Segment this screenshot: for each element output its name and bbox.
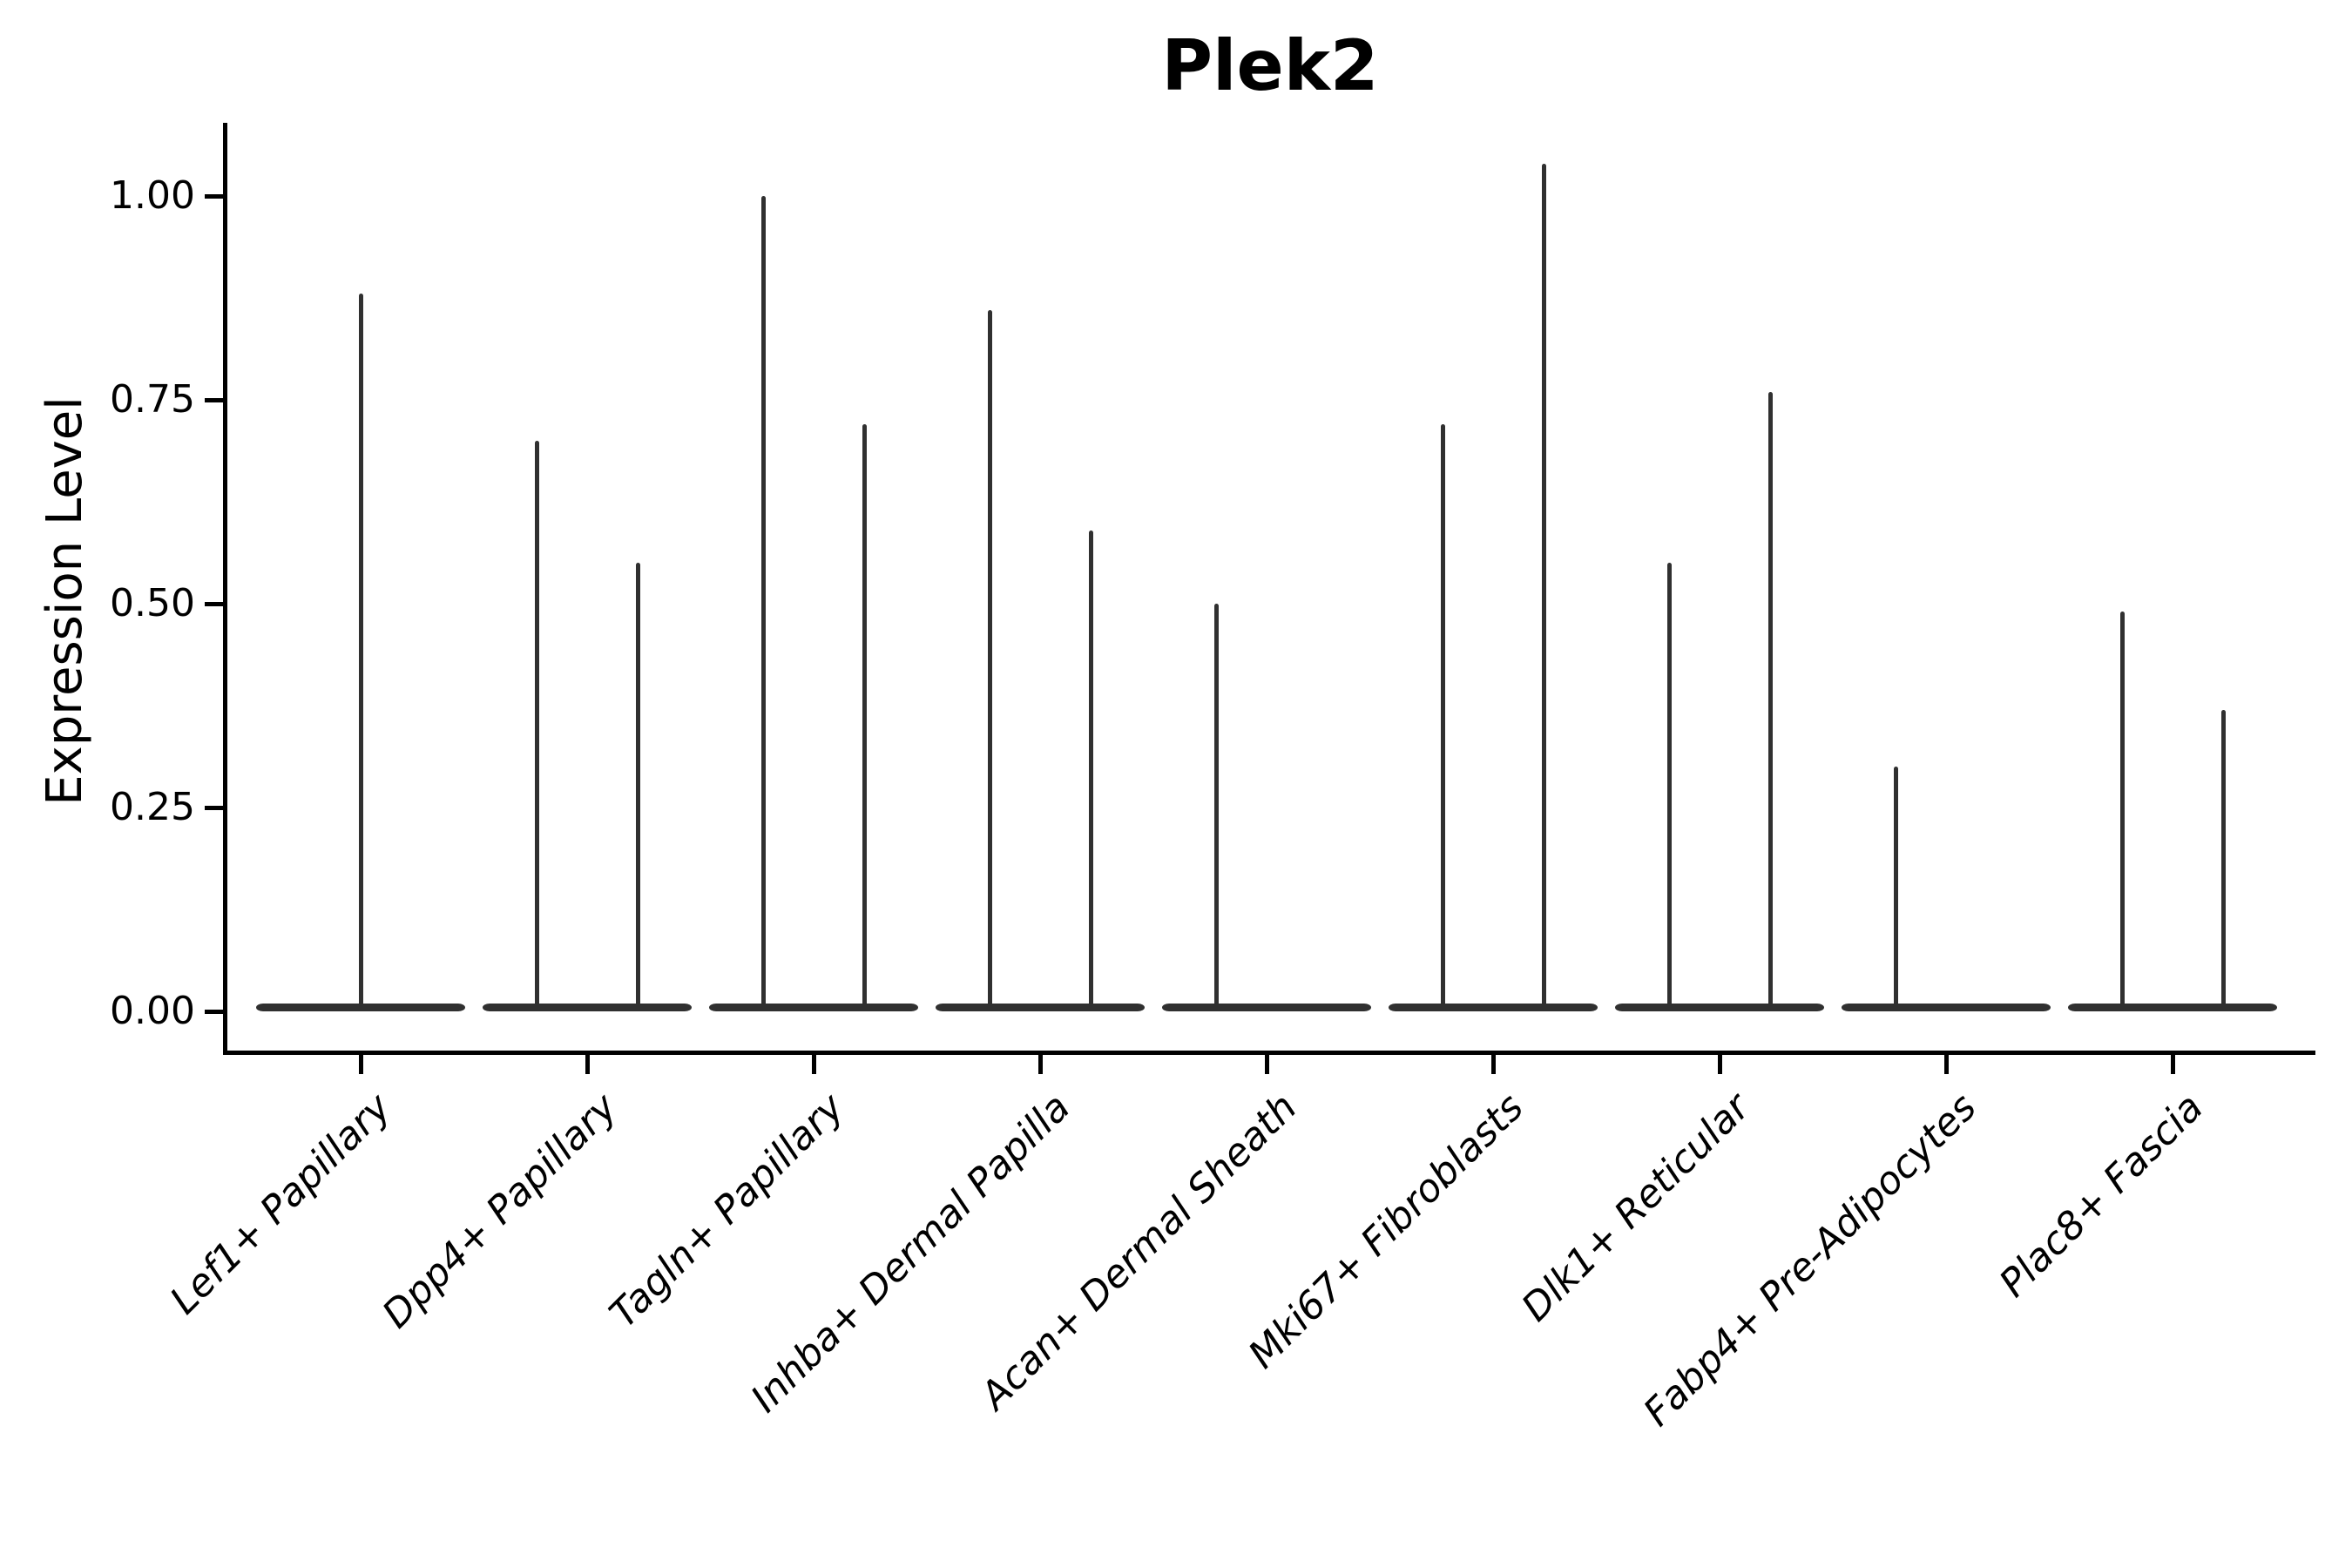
violin-spike: [862, 424, 867, 1009]
violin-spike: [1440, 424, 1445, 1009]
chart-title: Plek2: [1161, 25, 1379, 106]
x-tick-label: Tagln+ Papillary: [600, 1085, 853, 1337]
y-tick: [205, 193, 224, 199]
x-tick: [1490, 1055, 1496, 1074]
violin-spike: [2119, 612, 2125, 1009]
violin-base: [2068, 1004, 2277, 1011]
violin-spike: [2220, 709, 2226, 1009]
x-axis-spine: [223, 1051, 2315, 1055]
violin-base: [1615, 1004, 1824, 1011]
violin-spike: [1666, 563, 1672, 1009]
x-tick: [1943, 1055, 1949, 1074]
y-tick-label: 0.00: [110, 989, 195, 1033]
violin-base: [483, 1004, 692, 1011]
y-tick-label: 0.25: [110, 785, 195, 829]
violin-base: [709, 1004, 918, 1011]
x-tick: [1717, 1055, 1722, 1074]
x-tick: [585, 1055, 590, 1074]
x-tick: [2170, 1055, 2175, 1074]
violin-spike: [1541, 163, 1546, 1009]
violin-spike: [358, 294, 363, 1009]
violin-base: [936, 1004, 1145, 1011]
y-tick: [205, 1009, 224, 1014]
x-tick: [1037, 1055, 1043, 1074]
y-tick-label: 0.50: [110, 581, 195, 625]
violin-spike: [534, 440, 539, 1009]
x-tick: [358, 1055, 363, 1074]
violin-base: [1389, 1004, 1598, 1011]
x-tick-label: Dlk1+ Reticular: [1513, 1085, 1759, 1330]
violin-spike: [1767, 391, 1773, 1009]
y-tick: [205, 397, 224, 402]
y-axis-spine: [223, 123, 227, 1055]
x-tick-label: Lef1+ Papillary: [161, 1085, 400, 1323]
y-tick-label: 0.75: [110, 377, 195, 422]
violin-spike: [987, 310, 992, 1009]
y-tick-label: 1.00: [110, 173, 195, 218]
violin-base: [1162, 1004, 1371, 1011]
violin-spike: [760, 196, 766, 1009]
violin-spike: [635, 563, 640, 1009]
violin-spike: [1893, 767, 1898, 1009]
x-tick-label: Plac8+ Fascia: [1990, 1085, 2212, 1306]
violin-spike: [1088, 530, 1093, 1009]
violin-spike: [1213, 604, 1219, 1009]
x-tick: [811, 1055, 816, 1074]
y-tick: [205, 601, 224, 606]
x-tick: [1264, 1055, 1269, 1074]
violin-base: [1842, 1004, 2051, 1011]
y-tick: [205, 805, 224, 810]
x-tick-label: Dpp4+ Papillary: [374, 1085, 626, 1337]
